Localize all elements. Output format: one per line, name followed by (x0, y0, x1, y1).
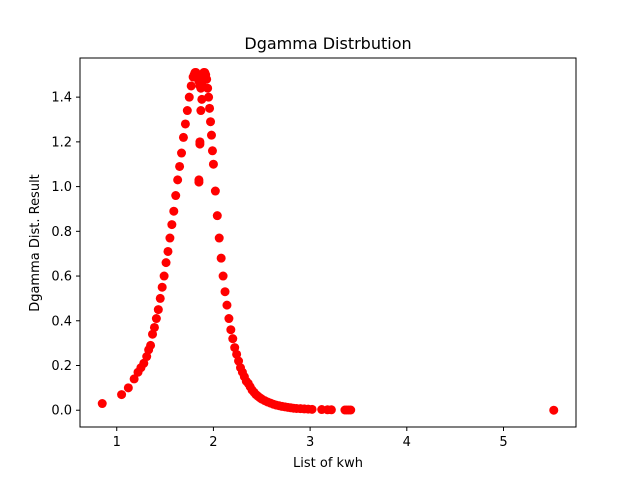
scatter-point (194, 177, 204, 187)
scatter-point (184, 92, 194, 102)
scatter-point (205, 103, 215, 113)
y-tick-label: 1.2 (51, 135, 72, 150)
scatter-point (155, 293, 165, 303)
scatter-point (180, 119, 190, 129)
scatter-point (203, 83, 213, 93)
scatter-point (139, 358, 149, 368)
scatter-point (169, 206, 179, 216)
scatter-point (151, 314, 161, 324)
x-tick-label: 3 (306, 435, 314, 450)
scatter-point (549, 405, 559, 415)
x-axis-label: List of kwh (293, 456, 363, 471)
scatter-point (207, 146, 217, 156)
scatter-point (206, 117, 216, 127)
scatter-point (129, 374, 139, 384)
scatter-point (212, 211, 222, 221)
scatter-point (202, 74, 212, 84)
scatter-point (346, 405, 356, 415)
scatter-point (218, 271, 228, 281)
scatter-point (167, 220, 177, 230)
y-tick-label: 0.4 (51, 314, 72, 329)
scatter-point (117, 390, 127, 400)
scatter-point (146, 340, 156, 350)
scatter-points-layer (97, 68, 559, 415)
scatter-point (165, 233, 175, 243)
scatter-point (186, 81, 196, 91)
y-axis-label: Dgamma Dist. Result (28, 174, 43, 312)
scatter-point (206, 130, 216, 140)
scatter-point (228, 334, 238, 344)
scatter-point (182, 106, 192, 116)
y-tick-label: 0.2 (51, 359, 72, 374)
scatter-point (210, 186, 220, 196)
scatter-point (153, 305, 163, 315)
scatter-point (173, 175, 183, 185)
y-tick-label: 0.0 (51, 404, 72, 419)
scatter-point (171, 191, 181, 201)
scatter-point (214, 233, 224, 243)
scatter-point (196, 106, 206, 116)
scatter-point (307, 404, 317, 414)
y-tick-label: 0.8 (51, 225, 72, 240)
scatter-point (208, 159, 218, 169)
chart-title: Dgamma Distrbution (244, 34, 411, 53)
x-tick-label: 5 (499, 435, 507, 450)
scatter-point (222, 300, 232, 310)
scatter-point (177, 148, 187, 158)
x-tick-label: 2 (209, 435, 217, 450)
scatter-point (197, 94, 207, 104)
x-tick-label: 1 (113, 435, 121, 450)
scatter-point (97, 399, 107, 409)
scatter-point (157, 282, 167, 292)
y-tick-label: 1.4 (51, 91, 72, 106)
scatter-point (220, 287, 230, 297)
scatter-point (175, 161, 185, 171)
axis-ticks-layer: 1 2 3 4 5 0.0 0.2 0.4 0.6 0.8 1.0 1.2 1.4 (51, 91, 507, 450)
x-tick-label: 4 (403, 435, 411, 450)
scatter-point (149, 322, 159, 332)
plot-area-frame (79, 57, 577, 428)
scatter-point (226, 325, 236, 335)
scatter-point (216, 253, 226, 263)
scatter-point (161, 258, 171, 268)
scatter-point (123, 383, 133, 393)
scatter-point (204, 92, 214, 102)
scatter-point (195, 139, 205, 149)
scatter-point (159, 271, 169, 281)
scatter-point (178, 132, 188, 142)
y-tick-label: 1.0 (51, 180, 72, 195)
scatter-point (224, 314, 234, 324)
scatter-point (163, 246, 173, 256)
y-tick-label: 0.6 (51, 270, 72, 285)
scatter-point (326, 405, 336, 415)
